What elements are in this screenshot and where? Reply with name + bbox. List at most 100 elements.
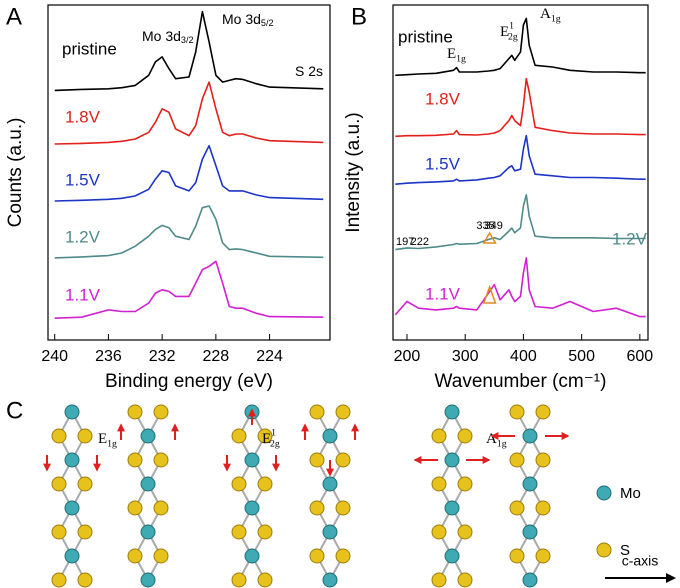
y-axis-label: Intensity (a.u.) xyxy=(343,112,364,232)
peak-annotation-base: A xyxy=(540,6,551,22)
x-tick-label: 200 xyxy=(394,348,421,365)
mode-label-sub: 1g xyxy=(107,439,117,450)
s-atom xyxy=(257,572,273,588)
x-tick-label: 240 xyxy=(41,348,68,365)
s-atom xyxy=(509,500,525,516)
x-tick-label: 600 xyxy=(626,348,653,365)
peak-annotation: Mo 3d5/2 xyxy=(222,11,274,29)
s-atom xyxy=(535,500,551,516)
s-atom xyxy=(77,524,93,540)
mo-atom xyxy=(64,548,80,564)
peak-marker xyxy=(482,231,497,244)
peak-annotation-sub: 2g xyxy=(508,32,518,43)
s-atom xyxy=(127,548,143,564)
s-atom xyxy=(51,428,67,444)
peak-position-label: 197 xyxy=(396,236,414,248)
s-atom xyxy=(231,524,247,540)
s-atom xyxy=(77,572,93,588)
spectrum-line xyxy=(394,257,646,318)
s-atom xyxy=(509,452,525,468)
series-label: pristine xyxy=(398,27,453,46)
peak-annotation-base: Mo 3d xyxy=(222,11,261,27)
peak-position-label: 335 xyxy=(476,220,494,232)
mo-atom xyxy=(322,524,338,540)
x-tick-label: 232 xyxy=(149,348,176,365)
s-atom xyxy=(457,524,473,540)
mo-atom xyxy=(522,476,538,492)
mo-atom xyxy=(244,548,260,564)
s-atom xyxy=(127,404,143,420)
s-atom xyxy=(335,548,351,564)
x-axis-label: Binding energy (eV) xyxy=(105,371,273,392)
series-label: 1.8V xyxy=(425,89,461,108)
axis-note: c-axis xyxy=(622,553,659,569)
spectrum-line xyxy=(395,194,646,251)
series-label: pristine xyxy=(62,39,117,58)
mo-atom xyxy=(140,476,156,492)
peak-annotation-base: E xyxy=(500,24,509,40)
s-atom xyxy=(153,500,169,516)
s-atom xyxy=(457,476,473,492)
legend-mo xyxy=(596,485,612,501)
mo-atom xyxy=(444,548,460,564)
mode-label: E1g xyxy=(98,431,117,449)
peak-annotation-base: Mo 3d xyxy=(142,28,181,44)
legend-s xyxy=(596,542,612,558)
mo-atom xyxy=(522,428,538,444)
s-atom xyxy=(431,428,447,444)
x-tick-label: 400 xyxy=(510,348,537,365)
s-atom xyxy=(535,452,551,468)
s-atom xyxy=(535,548,551,564)
peak-marker xyxy=(482,284,497,304)
mode-label-sup: 1 xyxy=(271,427,276,438)
spectrum-line xyxy=(395,134,646,185)
mo-atom xyxy=(322,428,338,444)
peak-annotation-sup: 1 xyxy=(509,20,514,31)
mo-atom xyxy=(140,524,156,540)
spectrum-line xyxy=(395,77,646,138)
mode-label-sub: 1g xyxy=(497,439,507,450)
s-atom xyxy=(231,572,247,588)
legend-label: S xyxy=(620,542,630,559)
peak-annotation: E1g xyxy=(447,46,466,64)
peak-annotation-base: E xyxy=(447,46,456,62)
mo-atom xyxy=(522,524,538,540)
x-tick-label: 300 xyxy=(452,348,479,365)
mo-atom xyxy=(244,452,260,468)
s-atom xyxy=(335,500,351,516)
s-atom xyxy=(509,548,525,564)
plot-frame xyxy=(47,4,331,341)
spectrum-line xyxy=(54,260,324,319)
s-atom xyxy=(431,524,447,540)
series-label: 1.2V xyxy=(612,229,648,248)
peak-annotation: E1 2g xyxy=(500,20,518,42)
s-atom xyxy=(335,452,351,468)
mode-label-sub: 2g xyxy=(270,439,280,450)
mode-label: A1g xyxy=(486,431,507,449)
peak-annotation-sub: 5/2 xyxy=(261,19,274,29)
s-atom xyxy=(309,548,325,564)
s-atom xyxy=(335,404,351,420)
spectrum-line xyxy=(54,10,324,92)
s-atom xyxy=(457,428,473,444)
mo-atom xyxy=(64,500,80,516)
y-axis-label: Counts (a.u.) xyxy=(5,118,26,228)
x-tick-label: 500 xyxy=(568,348,595,365)
mo-atom xyxy=(322,476,338,492)
panel-label: B xyxy=(351,3,367,30)
s-atom xyxy=(127,500,143,516)
legend-label: Mo xyxy=(620,485,641,502)
s-atom xyxy=(127,452,143,468)
s-atom xyxy=(257,524,273,540)
mo-atom xyxy=(140,572,156,588)
s-atom xyxy=(51,572,67,588)
series-label: 1.1V xyxy=(425,284,461,303)
s-atom xyxy=(77,476,93,492)
s-atom xyxy=(153,452,169,468)
mode-label-base: A xyxy=(486,431,497,447)
s-atom xyxy=(309,452,325,468)
peak-annotation-sub: 1g xyxy=(551,14,561,25)
s-atom xyxy=(535,404,551,420)
s-atom xyxy=(231,476,247,492)
peak-annotation-sub: 1g xyxy=(456,54,466,65)
